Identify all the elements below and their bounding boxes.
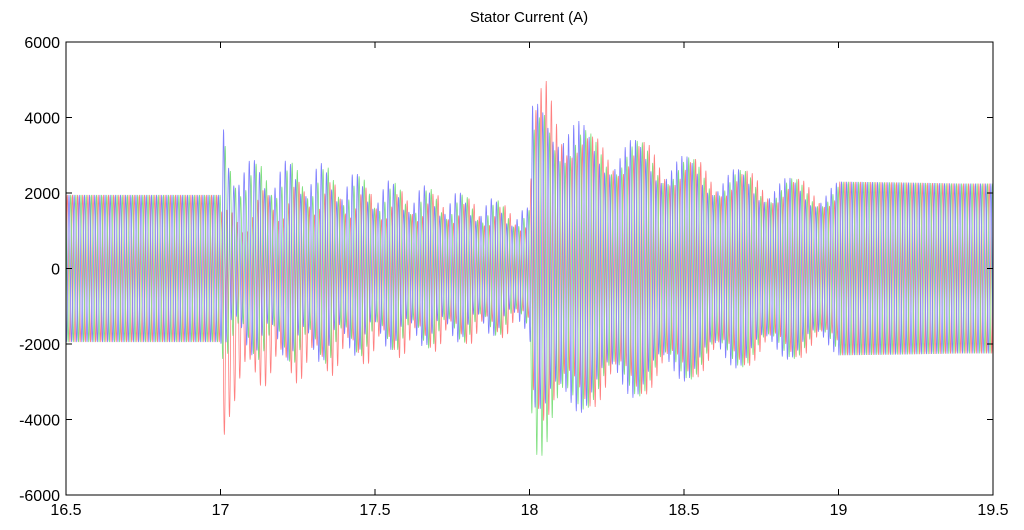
y-axis: -6000 -4000 -2000 0 2000 4000 6000 (19, 35, 993, 505)
x-tick-label: 16.5 (50, 502, 81, 519)
series-line-1 (65, 80, 994, 435)
x-tick-label: 17 (212, 502, 230, 519)
x-tick-label: 18 (521, 502, 539, 519)
y-tick-label: 4000 (24, 111, 60, 128)
y-tick-label: 0 (51, 262, 60, 279)
y-tick-label: 2000 (24, 186, 60, 203)
x-tick-label: 19 (830, 502, 848, 519)
y-tick-label: 6000 (24, 35, 60, 52)
series-layer (65, 80, 994, 456)
series-line-3 (65, 103, 994, 413)
x-tick-label: 17.5 (359, 502, 390, 519)
y-tick-label: -4000 (19, 413, 60, 430)
series-line-2 (65, 115, 994, 456)
y-tick-label: -6000 (19, 488, 60, 505)
x-tick-label: 19.5 (977, 502, 1008, 519)
x-tick-label: 18.5 (668, 502, 699, 519)
y-tick-label: -2000 (19, 337, 60, 354)
chart-title: Stator Current (A) (470, 9, 588, 26)
x-axis: 16.5 17 17.5 18 18.5 19 19.5 (50, 42, 1009, 519)
